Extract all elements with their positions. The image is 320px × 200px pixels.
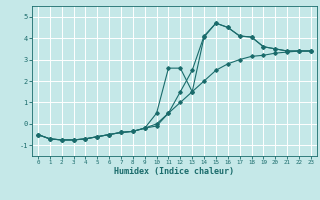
X-axis label: Humidex (Indice chaleur): Humidex (Indice chaleur): [115, 167, 234, 176]
